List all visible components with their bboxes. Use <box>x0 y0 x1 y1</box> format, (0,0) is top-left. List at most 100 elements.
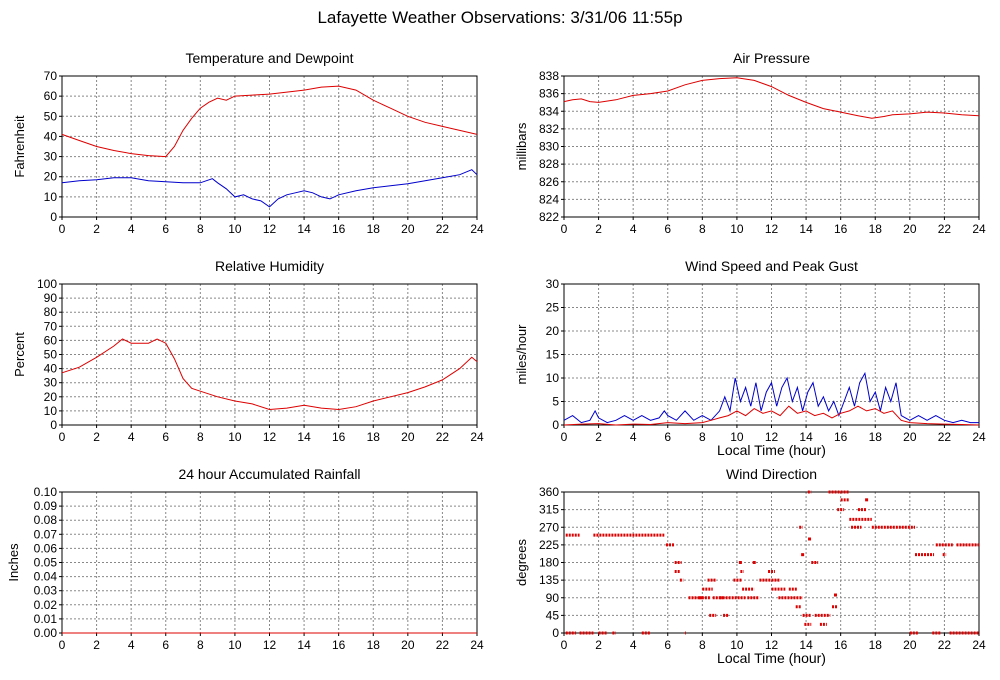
y-tick-label: 10 <box>546 371 560 385</box>
y-tick-label: 25 <box>546 301 560 315</box>
x-tick-label: 8 <box>699 638 706 652</box>
x-tick-label: 20 <box>903 222 917 236</box>
x-tick-label: 24 <box>470 638 484 652</box>
chart-title: Air Pressure <box>733 50 810 66</box>
x-tick-label: 2 <box>595 222 602 236</box>
x-tick-label: 8 <box>197 430 204 444</box>
x-tick-label: 18 <box>869 430 883 444</box>
chart-title: Relative Humidity <box>215 258 324 274</box>
x-tick-label: 10 <box>228 638 242 652</box>
x-tick-label: 4 <box>128 430 135 444</box>
series-line-1 <box>563 405 980 426</box>
y-tick-label: 0.07 <box>34 527 58 541</box>
y-tick-label: 90 <box>546 591 560 605</box>
y-tick-label: 0.08 <box>34 513 58 527</box>
x-tick-label: 0 <box>561 638 568 652</box>
y-tick-label: 20 <box>44 170 58 184</box>
series-line-0 <box>563 371 979 424</box>
x-tick-label: 20 <box>401 638 415 652</box>
y-tick-label: 20 <box>44 390 58 404</box>
x-tick-label: 22 <box>938 430 952 444</box>
x-tick-label: 4 <box>630 222 637 236</box>
y-tick-label: 10 <box>44 190 58 204</box>
y-tick-label: 5 <box>552 395 559 409</box>
direction-point <box>752 561 756 564</box>
x-tick-label: 10 <box>228 430 242 444</box>
x-tick-label: 2 <box>93 638 100 652</box>
x-tick-label: 18 <box>367 430 381 444</box>
y-tick-label: 135 <box>539 573 559 587</box>
x-tick-label: 0 <box>561 222 568 236</box>
y-tick-label: 838 <box>539 69 559 83</box>
y-tick-label: 100 <box>37 277 57 291</box>
direction-point <box>833 593 837 597</box>
x-tick-label: 22 <box>938 638 952 652</box>
y-tick-label: 0.09 <box>34 499 58 513</box>
direction-point <box>865 498 869 502</box>
x-tick-label: 16 <box>834 222 848 236</box>
x-axis-label: Local Time (hour) <box>717 442 826 458</box>
y-tick-label: 270 <box>539 520 559 534</box>
y-tick-label: 834 <box>539 104 559 118</box>
x-tick-label: 2 <box>93 222 100 236</box>
y-tick-label: 10 <box>44 404 58 418</box>
x-tick-label: 14 <box>799 430 813 444</box>
x-tick-label: 22 <box>436 638 450 652</box>
y-tick-label: 0.05 <box>34 556 58 570</box>
y-tick-label: 40 <box>44 362 58 376</box>
y-tick-label: 360 <box>539 485 559 499</box>
x-tick-label: 14 <box>297 430 311 444</box>
direction-point <box>808 537 812 541</box>
x-tick-label: 14 <box>297 638 311 652</box>
y-tick-label: 60 <box>44 89 58 103</box>
y-tick-label: 40 <box>44 129 58 143</box>
x-tick-label: 16 <box>332 222 346 236</box>
y-axis-label: miles/hour <box>514 324 529 385</box>
x-tick-label: 20 <box>401 222 415 236</box>
x-tick-label: 10 <box>228 222 242 236</box>
y-tick-label: 824 <box>539 192 559 206</box>
x-tick-label: 6 <box>664 222 671 236</box>
y-axis-label: Inches <box>6 543 21 582</box>
x-tick-label: 18 <box>367 222 381 236</box>
y-tick-label: 0.02 <box>34 598 58 612</box>
y-tick-label: 180 <box>539 556 559 570</box>
chart-title: Wind Direction <box>726 466 817 482</box>
direction-point <box>801 553 805 557</box>
x-tick-label: 4 <box>630 638 637 652</box>
y-tick-label: 20 <box>546 324 560 338</box>
chart-title: Wind Speed and Peak Gust <box>685 258 858 274</box>
series-line-0 <box>61 85 478 158</box>
x-tick-label: 4 <box>630 430 637 444</box>
x-tick-label: 10 <box>730 222 744 236</box>
x-tick-label: 6 <box>664 430 671 444</box>
x-tick-label: 0 <box>561 430 568 444</box>
x-tick-label: 12 <box>765 638 779 652</box>
x-tick-label: 22 <box>436 222 450 236</box>
y-tick-label: 315 <box>539 503 559 517</box>
y-tick-label: 828 <box>539 157 559 171</box>
x-tick-label: 8 <box>699 430 706 444</box>
x-tick-label: 20 <box>401 430 415 444</box>
series-line-0 <box>61 338 478 411</box>
x-tick-label: 0 <box>59 222 66 236</box>
x-tick-label: 16 <box>834 638 848 652</box>
y-tick-label: 50 <box>44 348 58 362</box>
x-tick-label: 14 <box>799 222 813 236</box>
y-tick-label: 0.03 <box>34 584 58 598</box>
y-tick-label: 0.00 <box>34 626 58 640</box>
x-tick-label: 12 <box>765 222 779 236</box>
y-tick-label: 0 <box>50 210 57 224</box>
y-tick-label: 836 <box>539 87 559 101</box>
x-tick-label: 16 <box>834 430 848 444</box>
y-tick-label: 826 <box>539 175 559 189</box>
y-tick-label: 832 <box>539 122 559 136</box>
chart-title: 24 hour Accumulated Rainfall <box>178 466 360 482</box>
x-tick-label: 0 <box>59 430 66 444</box>
x-tick-label: 6 <box>664 638 671 652</box>
x-tick-label: 24 <box>972 222 986 236</box>
